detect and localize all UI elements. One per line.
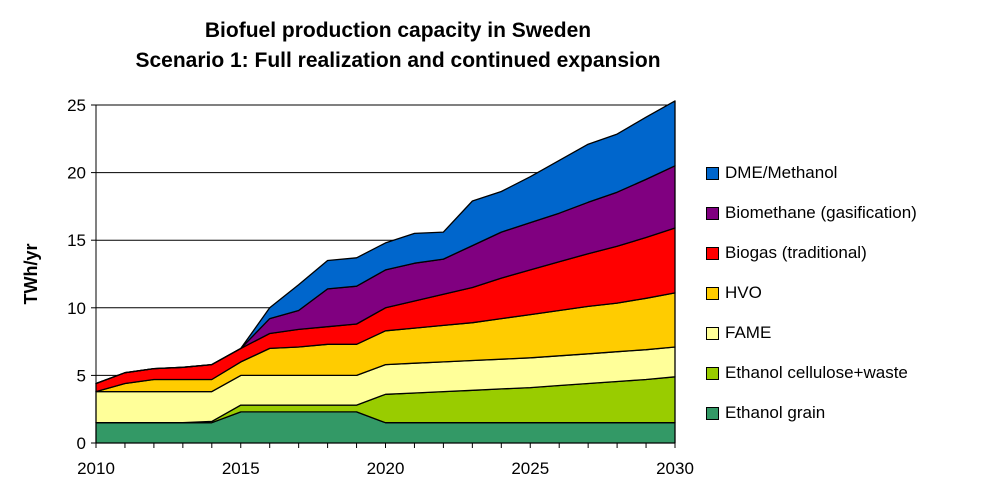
area-dme-methanol: [95, 100, 676, 385]
legend-swatch: [706, 166, 719, 180]
y-tick-label: 15: [67, 231, 86, 250]
chart-subtitle: Scenario 1: Full realization and continu…: [135, 49, 661, 72]
legend-swatch: [706, 246, 719, 260]
x-tick-labels: 2010 2015 2020 2025 2030: [77, 459, 694, 478]
chart-title: Biofuel production capacity in Sweden: [204, 19, 592, 42]
y-tick-label: 5: [77, 366, 86, 385]
chart-legend: DME/Methanol Biomethane (gasification) Bio…: [706, 153, 917, 433]
x-tick-label: 2020: [367, 459, 405, 478]
legend-swatch: [706, 326, 719, 340]
legend-label: Ethanol grain: [725, 403, 826, 422]
y-tick-label: 10: [67, 299, 86, 318]
area-series: [95, 100, 676, 444]
legend-item: DME/Methanol: [706, 153, 917, 193]
legend-label: Biomethane (gasification): [725, 203, 917, 222]
y-axis-label: TWh/yr: [21, 244, 41, 305]
legend-label: HVO: [725, 283, 762, 302]
legend-item: Biomethane (gasification): [706, 193, 917, 233]
x-tick-label: 2010: [77, 459, 115, 478]
legend-swatch: [706, 406, 719, 420]
legend-item: HVO: [706, 273, 917, 313]
legend-label: Ethanol cellulose+waste: [725, 363, 908, 382]
legend-swatch: [706, 286, 719, 300]
legend-swatch: [706, 206, 719, 220]
x-tick-label: 2025: [511, 459, 549, 478]
y-tick-label: 0: [77, 434, 86, 453]
x-tick-label: 2015: [222, 459, 260, 478]
legend-item: Biogas (traditional): [706, 233, 917, 273]
y-tick-label: 20: [67, 164, 86, 183]
y-tick-label: 25: [67, 96, 86, 115]
legend-label: FAME: [725, 323, 772, 342]
y-tick-labels: 0 5 10 15 20 25: [67, 96, 86, 453]
legend-label: Biogas (traditional): [725, 243, 867, 262]
legend-item: FAME: [706, 313, 917, 353]
legend-swatch: [706, 366, 719, 380]
axes: [95, 105, 676, 448]
legend-item: Ethanol grain: [706, 393, 917, 433]
legend-item: Ethanol cellulose+waste: [706, 353, 917, 393]
legend-label: DME/Methanol: [725, 163, 838, 182]
x-tick-label: 2030: [656, 459, 694, 478]
